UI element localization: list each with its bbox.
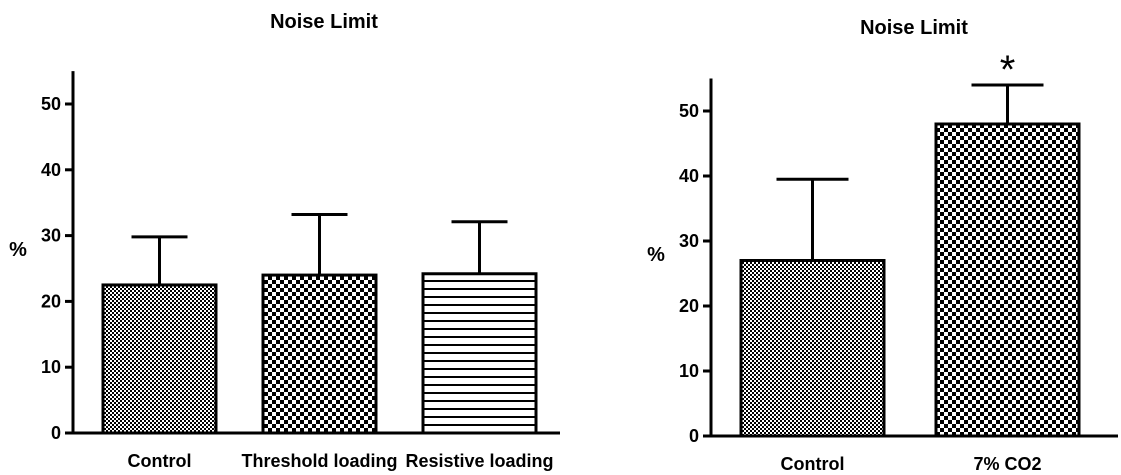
y-tick-label: 30 — [41, 226, 61, 246]
chart-title: Noise Limit — [860, 17, 968, 39]
y-tick-label: 40 — [679, 166, 699, 186]
y-tick-label: 0 — [51, 423, 61, 443]
bar-control — [739, 259, 886, 438]
bar-control — [101, 283, 218, 435]
y-tick-label: 30 — [679, 231, 699, 251]
y-tick-label: 20 — [41, 291, 61, 311]
y-tick-label: 0 — [689, 426, 699, 446]
x-category-label: Resistive loading — [405, 451, 553, 471]
y-tick-label: 10 — [679, 361, 699, 381]
chart-left-noise-limit: Noise Limit% 0 10 20 30 40 50 Control Threshold … — [9, 11, 560, 471]
y-axis-label: % — [647, 244, 665, 266]
bar-7-co2 — [934, 122, 1081, 438]
chart-title: Noise Limit — [270, 11, 378, 33]
y-tick-label: 10 — [41, 357, 61, 377]
x-category-label: Threshold loading — [242, 451, 398, 471]
x-category-label: Control — [781, 454, 845, 474]
y-tick-label: 50 — [41, 94, 61, 114]
bar-resistive-loading — [421, 272, 538, 435]
y-axis-label: % — [9, 239, 27, 261]
bar-threshold-loading — [261, 273, 378, 435]
x-category-label: Control — [128, 451, 192, 471]
significance-marker: * — [1000, 48, 1016, 92]
y-tick-label: 20 — [679, 296, 699, 316]
y-tick-label: 40 — [41, 160, 61, 180]
y-tick-label: 50 — [679, 101, 699, 121]
chart-right-noise-limit: Noise Limit% 0 10 20 30 40 50 Control 7% CO2 * — [647, 17, 1118, 474]
x-category-label: 7% CO2 — [973, 454, 1041, 474]
